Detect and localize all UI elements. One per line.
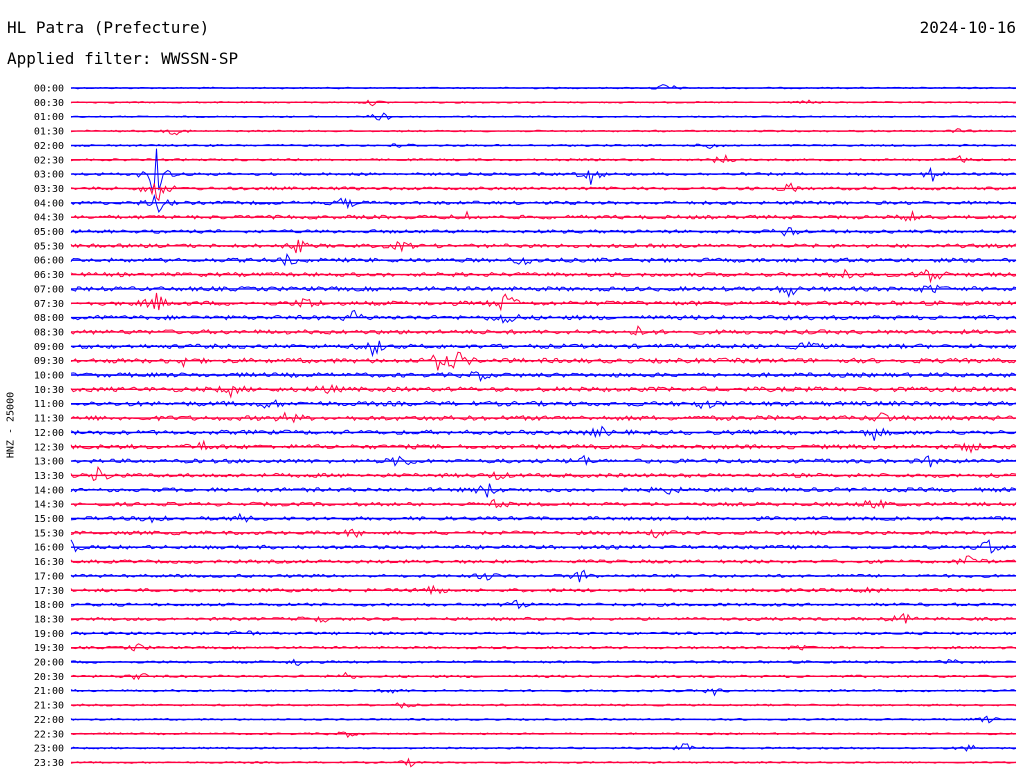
trace-line	[70, 688, 1017, 697]
row-time-label: 16:00	[34, 543, 64, 554]
row-time-label: 02:00	[34, 141, 64, 152]
station-title: HL Patra (Prefecture)	[7, 18, 210, 37]
row-time-label: 11:30	[34, 414, 64, 425]
trace-line	[70, 143, 1017, 149]
trace-line	[70, 325, 1017, 336]
date-label: 2024-10-16	[919, 18, 1016, 37]
row-time-label: 00:00	[34, 84, 64, 95]
trace-line	[70, 292, 1017, 312]
row-time-label: 10:00	[34, 371, 64, 382]
row-time-label: 23:30	[34, 758, 64, 769]
row-time-label: 04:30	[34, 213, 64, 224]
trace-line	[70, 284, 1017, 299]
row-time-label: 03:00	[34, 170, 64, 181]
row-time-label: 02:30	[34, 155, 64, 166]
row-time-label: 20:30	[34, 672, 64, 683]
row-time-label: 12:30	[34, 442, 64, 453]
trace-line	[70, 731, 1017, 739]
trace-line	[70, 182, 1016, 202]
trace-line	[70, 555, 1017, 566]
trace-line	[70, 154, 1017, 164]
trace-line	[70, 309, 1017, 324]
row-time-label: 10:30	[34, 385, 64, 396]
trace-line	[70, 268, 1017, 284]
trace-line	[70, 630, 1017, 636]
trace-line	[70, 528, 1017, 539]
row-time-label: 09:00	[34, 342, 64, 353]
trace-line	[70, 539, 1017, 554]
row-time-label: 15:30	[34, 528, 64, 539]
trace-line	[70, 425, 1017, 441]
row-time-label: 21:00	[34, 686, 64, 697]
row-time-label: 22:00	[34, 715, 64, 726]
row-time-label: 18:00	[34, 600, 64, 611]
row-time-label: 15:00	[34, 514, 64, 525]
trace-line	[70, 193, 1017, 213]
trace-line	[70, 209, 1017, 222]
row-time-label: 11:00	[34, 399, 64, 410]
row-time-label: 23:00	[34, 744, 64, 755]
row-time-label: 13:30	[34, 471, 64, 482]
row-time-label: 05:00	[34, 227, 64, 238]
row-time-label: 07:00	[34, 284, 64, 295]
row-time-label: 07:30	[34, 299, 64, 310]
trace-line	[70, 351, 1017, 371]
trace-line	[70, 383, 1017, 399]
trace-line	[70, 743, 1017, 752]
row-time-label: 14:00	[34, 485, 64, 496]
row-time-label: 12:00	[34, 428, 64, 439]
row-time-label: 04:00	[34, 198, 64, 209]
row-time-label: 13:00	[34, 457, 64, 468]
row-time-label: 08:30	[34, 327, 64, 338]
row-time-label: 20:00	[34, 658, 64, 669]
trace-line	[70, 148, 1017, 191]
row-time-label: 08:00	[34, 313, 64, 324]
row-time-label: 16:30	[34, 557, 64, 568]
row-time-label: 22:30	[34, 729, 64, 740]
row-time-label: 18:30	[34, 614, 64, 625]
row-time-label: 14:30	[34, 500, 64, 511]
row-time-label: 21:30	[34, 701, 64, 712]
row-time-label: 01:30	[34, 127, 64, 138]
row-time-label: 00:30	[34, 98, 64, 109]
row-time-label: 19:00	[34, 629, 64, 640]
trace-line	[70, 466, 1017, 482]
row-time-label: 06:00	[34, 256, 64, 267]
row-time-label: 17:00	[34, 571, 64, 582]
row-time-label: 01:00	[34, 112, 64, 123]
filter-label: Applied filter: WWSSN-SP	[7, 49, 239, 68]
row-time-label: 19:30	[34, 643, 64, 654]
row-time-label: 06:30	[34, 270, 64, 281]
trace-line	[70, 612, 1017, 624]
trace-line	[70, 498, 1017, 509]
row-time-label: 09:30	[34, 356, 64, 367]
row-time-label: 17:30	[34, 586, 64, 597]
trace-line	[70, 340, 1017, 358]
row-time-label: 03:30	[34, 184, 64, 195]
row-time-label: 05:30	[34, 241, 64, 252]
trace-line	[70, 371, 1017, 383]
